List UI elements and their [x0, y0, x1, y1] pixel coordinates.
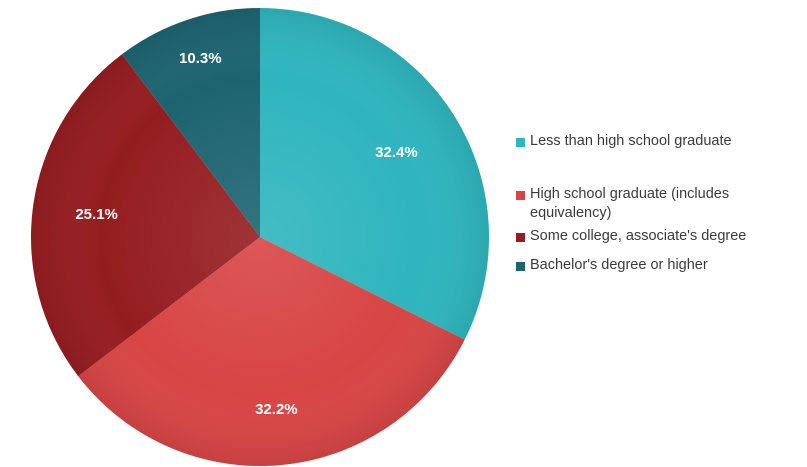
legend-item-bachelors-or-higher: Bachelor's degree or higher [516, 256, 801, 275]
data-label-bachelor-s-degree-or-higher: 10.3% [179, 50, 222, 67]
legend-swatch-less-than-high-school [516, 138, 525, 147]
data-label-high-school-graduate-includes-equivalency: 32.2% [255, 401, 298, 418]
data-label-some-college-associate-s-degree: 25.1% [75, 206, 118, 223]
data-label-less-than-high-school-graduate: 32.4% [375, 144, 418, 161]
legend-swatch-bachelors-or-higher [516, 262, 525, 271]
legend-item-less-than-high-school: Less than high school graduate [516, 132, 801, 151]
legend-label: Bachelor's degree or higher [530, 257, 708, 273]
legend-swatch-some-college [516, 233, 525, 242]
legend-item-high-school-graduate: High school graduate (includes equivalen… [516, 185, 801, 223]
legend-label: Some college, associate's degree [530, 228, 747, 244]
legend-item-some-college: Some college, associate's degree [516, 227, 801, 246]
pie-slices [30, 8, 490, 466]
legend-label: Less than high school graduate [530, 133, 732, 149]
legend-swatch-high-school-graduate [516, 191, 525, 200]
legend-label: High school graduate (includes equivalen… [530, 186, 730, 221]
legend: Less than high school graduate High scho… [516, 132, 801, 275]
pie-data-labels: 32.4% 32.2% 25.1% 10.3% [75, 50, 417, 418]
